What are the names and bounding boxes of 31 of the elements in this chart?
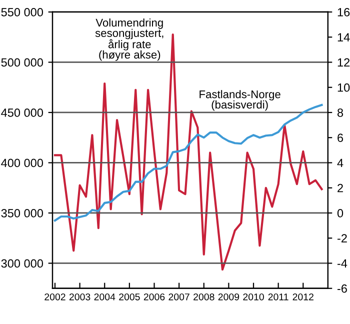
x-tick-label: 2011 bbox=[268, 293, 288, 300]
x-tick-label: 2009 bbox=[218, 293, 240, 300]
annotation: Fastlands-Norge (basisverdi) bbox=[200, 90, 280, 111]
y2-tick-label: -2 bbox=[338, 234, 347, 242]
y-tick-label: 550 000 bbox=[1, 8, 44, 16]
x-tick-label: 2007 bbox=[168, 293, 190, 300]
x-tick-label: 2002 bbox=[44, 293, 66, 300]
x-tick-label: 2008 bbox=[194, 293, 214, 300]
x-tick-label: 2003 bbox=[69, 293, 90, 300]
y-tick-label: 300 000 bbox=[1, 259, 44, 268]
x-tick-label: 2006 bbox=[144, 293, 165, 300]
y2-tick-label: 8 bbox=[337, 108, 344, 117]
x-tick-label: 2004 bbox=[94, 293, 116, 300]
y-tick-label: 500 000 bbox=[1, 58, 44, 67]
y2-tick-label: 6 bbox=[338, 134, 344, 142]
annotation: Volumendring sesongjustert, årlig rate (høyre akse) bbox=[95, 18, 164, 61]
y2-tick-label: 0 bbox=[337, 209, 344, 218]
y2-tick-label: 2 bbox=[338, 184, 343, 192]
x-tick-label: 2005 bbox=[119, 293, 140, 300]
y-tick-label: 450 000 bbox=[1, 108, 44, 117]
y2-tick-label: 4 bbox=[337, 158, 344, 168]
x-tick-label: 2012 bbox=[292, 293, 314, 300]
y-tick-label: 400 000 bbox=[1, 158, 44, 168]
y2-tick-label: 12 bbox=[338, 58, 350, 67]
y2-tick-label: 14 bbox=[338, 33, 350, 42]
y2-tick-label: 16 bbox=[338, 8, 350, 16]
y2-tick-label: -6 bbox=[338, 284, 347, 293]
x-tick-label: 2010 bbox=[243, 293, 264, 300]
y2-tick-label: -4 bbox=[338, 259, 348, 268]
y-tick-label: 350 000 bbox=[1, 209, 44, 218]
y2-tick-label: 10 bbox=[338, 83, 350, 92]
